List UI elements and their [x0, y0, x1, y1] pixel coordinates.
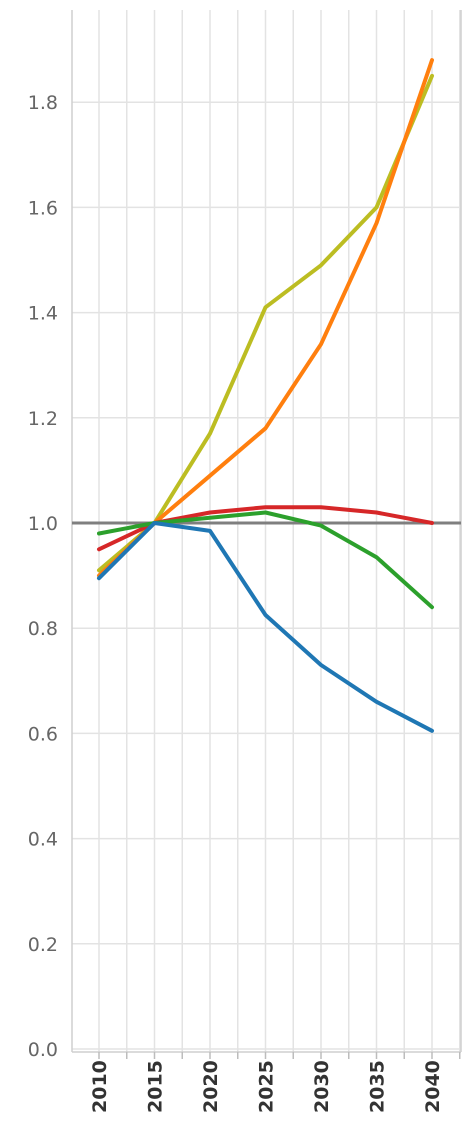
y-tick-label: 0.8 — [28, 618, 58, 640]
y-tick-label: 0.4 — [28, 829, 58, 851]
y-tick-label: 1.6 — [28, 197, 58, 219]
y-tick-labels: 0.0 0.2 0.4 0.6 0.8 1.0 1.2 1.4 1.6 1.8 — [28, 92, 58, 1061]
x-tick-label: 2010 — [89, 1060, 111, 1113]
y-tick-label: 1.0 — [28, 513, 58, 535]
series-line — [97, 521, 434, 733]
y-tick-label: 1.4 — [28, 303, 58, 325]
x-tick-label: 2020 — [200, 1060, 222, 1113]
y-tick-label: 1.8 — [28, 92, 58, 114]
x-tick-label: 2015 — [145, 1060, 167, 1113]
axes — [71, 10, 462, 1059]
x-tick-label: 2035 — [367, 1060, 389, 1113]
x-tick-label: 2025 — [256, 1060, 278, 1113]
x-tick-label: 2030 — [311, 1060, 333, 1113]
y-tick-label: 0.6 — [28, 723, 58, 745]
x-tick-labels: 2010 2015 2020 2025 2030 2035 2040 — [89, 1060, 444, 1113]
series-lines — [97, 58, 434, 733]
y-tick-label: 1.2 — [28, 408, 58, 430]
grid — [72, 10, 461, 1052]
y-tick-label: 0.2 — [28, 934, 58, 956]
x-tick-label: 2040 — [422, 1060, 444, 1113]
y-tick-label: 0.0 — [28, 1039, 58, 1061]
